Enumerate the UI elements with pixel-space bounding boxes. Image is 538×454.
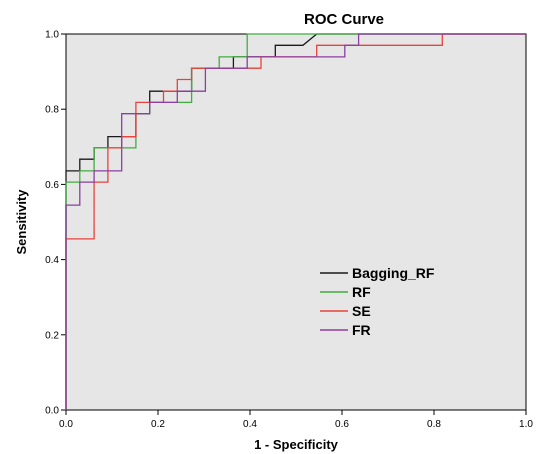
series-lines xyxy=(65,33,526,410)
legend-label: Bagging_RF xyxy=(352,265,435,281)
x-tick-label: 0.8 xyxy=(427,419,441,430)
legend-label: FR xyxy=(352,322,371,338)
y-tick-label: 0.0 xyxy=(45,406,59,417)
x-tick-label: 0.0 xyxy=(59,419,73,430)
y-tick-label: 0.2 xyxy=(45,330,59,341)
x-axis-ticks: 0.0 0.2 0.4 0.6 0.8 1.0 xyxy=(59,410,533,430)
x-axis-label: 1 - Specificity xyxy=(254,437,339,452)
x-tick-label: 0.6 xyxy=(335,419,349,430)
x-tick-label: 1.0 xyxy=(519,419,533,430)
y-tick-label: 0.6 xyxy=(45,180,59,191)
y-tick-label: 0.4 xyxy=(45,255,59,266)
x-tick-label: 0.4 xyxy=(243,419,257,430)
legend-label: SE xyxy=(352,303,371,319)
legend: Bagging_RF RF SE FR xyxy=(320,265,435,338)
x-tick-label: 0.2 xyxy=(151,419,165,430)
y-tick-label: 0.8 xyxy=(45,105,59,116)
legend-label: RF xyxy=(352,284,371,300)
y-axis-label: Sensitivity xyxy=(14,189,29,255)
series-line-se xyxy=(65,33,526,410)
y-tick-label: 1.0 xyxy=(45,30,59,41)
chart-title: ROC Curve xyxy=(304,11,384,28)
series-line-fr xyxy=(65,33,526,410)
y-axis-ticks: 0.0 0.2 0.4 0.6 0.8 1.0 xyxy=(45,30,66,417)
plot-area xyxy=(65,33,527,411)
